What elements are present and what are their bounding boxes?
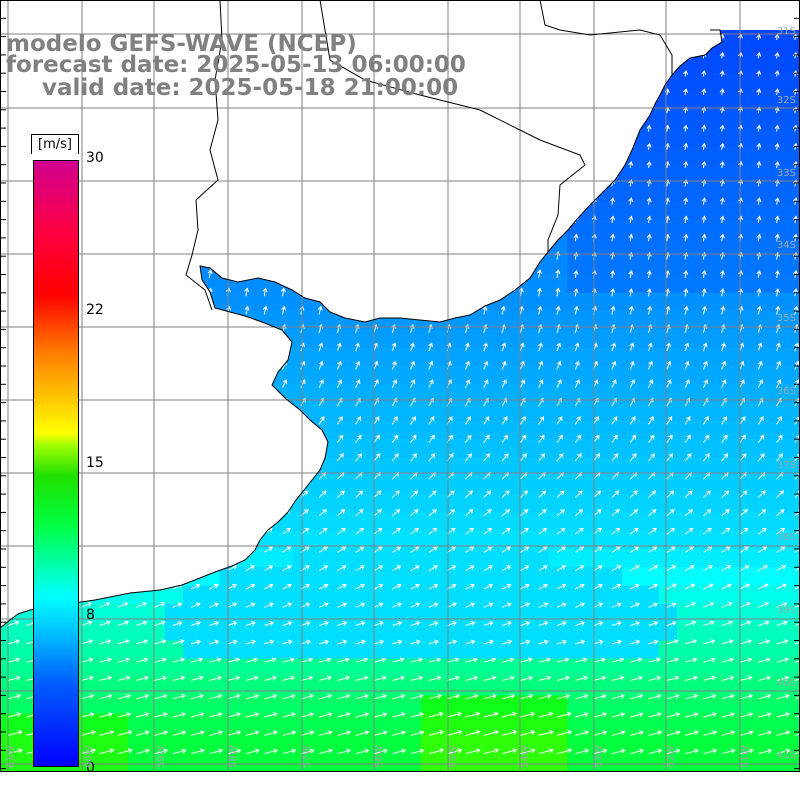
lat-label: 41S	[776, 750, 796, 761]
lat-label: 32S	[776, 95, 796, 106]
lon-label: 56W	[374, 745, 385, 768]
lon-label: 54W	[520, 745, 531, 768]
colorbar	[33, 160, 79, 767]
lon-label: 57W	[302, 745, 313, 768]
lon-label: 58W	[228, 745, 239, 768]
lon-label: 60W	[84, 745, 95, 768]
lat-lon-grid	[0, 0, 800, 772]
title-forecast-date: forecast date: 2025-05-13 06:00:00	[6, 52, 466, 78]
lon-label: 52W	[666, 745, 677, 768]
colorbar-tick-0: 0	[86, 760, 95, 776]
lat-label: 35S	[776, 313, 796, 324]
colorbar-tick-15: 15	[86, 455, 104, 471]
lon-label: 59W	[156, 745, 167, 768]
lat-label: 31S	[776, 26, 796, 37]
lat-label: 37S	[776, 460, 796, 471]
colorbar-tick-22: 22	[86, 302, 104, 318]
lat-label: 40S	[776, 678, 796, 689]
colorbar-tick-8: 8	[86, 607, 95, 623]
lat-label: 34S	[776, 240, 796, 251]
lon-label: 51W	[740, 745, 751, 768]
coastline	[0, 0, 723, 629]
lon-label: 55W	[448, 745, 459, 768]
lat-label: 38S	[776, 532, 796, 543]
lat-label: 36S	[776, 386, 796, 397]
lon-label: 61W	[6, 745, 17, 768]
title-valid-date: valid date: 2025-05-18 21:00:00	[42, 75, 459, 101]
colorbar-tick-30: 30	[86, 150, 104, 166]
title-model: modelo GEFS-WAVE (NCEP)	[6, 31, 357, 57]
lat-label: 39S	[776, 605, 796, 616]
lon-label: 53W	[594, 745, 605, 768]
lat-label: 33S	[776, 168, 796, 179]
colorbar-unit: [m/s]	[31, 134, 79, 154]
